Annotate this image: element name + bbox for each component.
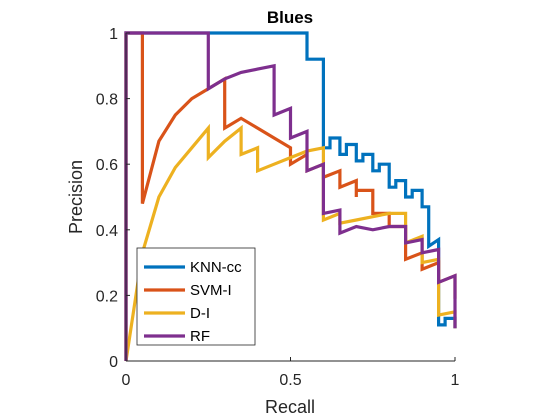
- legend-label: KNN-cc: [190, 259, 242, 276]
- x-tick-label: 1: [451, 372, 460, 389]
- y-tick-label: 0.8: [96, 92, 118, 109]
- y-tick-label: 0.4: [96, 223, 118, 240]
- x-ticks: 0 0.5 1: [122, 357, 460, 389]
- series-line-rf: [124, 31, 457, 361]
- series-line-d-i: [124, 33, 457, 362]
- y-axis-label: Precision: [66, 160, 86, 234]
- legend-label: RF: [190, 328, 210, 345]
- x-tick-label: 0: [122, 372, 131, 389]
- series-line-knn-cc: [124, 31, 457, 361]
- legend-entries: KNN-cc SVM-I D-I RF: [144, 259, 242, 345]
- series-layer: [124, 31, 457, 362]
- x-tick-label: 0.5: [279, 372, 301, 389]
- y-tick-label: 0.6: [96, 157, 118, 174]
- y-tick-label: 0: [109, 354, 118, 371]
- legend: KNN-cc SVM-I D-I RF: [136, 247, 256, 346]
- legend-box: [136, 247, 256, 346]
- legend-label: D-I: [190, 305, 210, 322]
- y-tick-label: 0.2: [96, 288, 118, 305]
- x-axis-label: Recall: [265, 397, 315, 417]
- legend-label: SVM-I: [190, 282, 232, 299]
- y-tick-label: 1: [109, 26, 118, 43]
- chart-title: Blues: [267, 8, 313, 27]
- y-ticks: 0 0.2 0.4 0.6 0.8 1: [96, 26, 130, 371]
